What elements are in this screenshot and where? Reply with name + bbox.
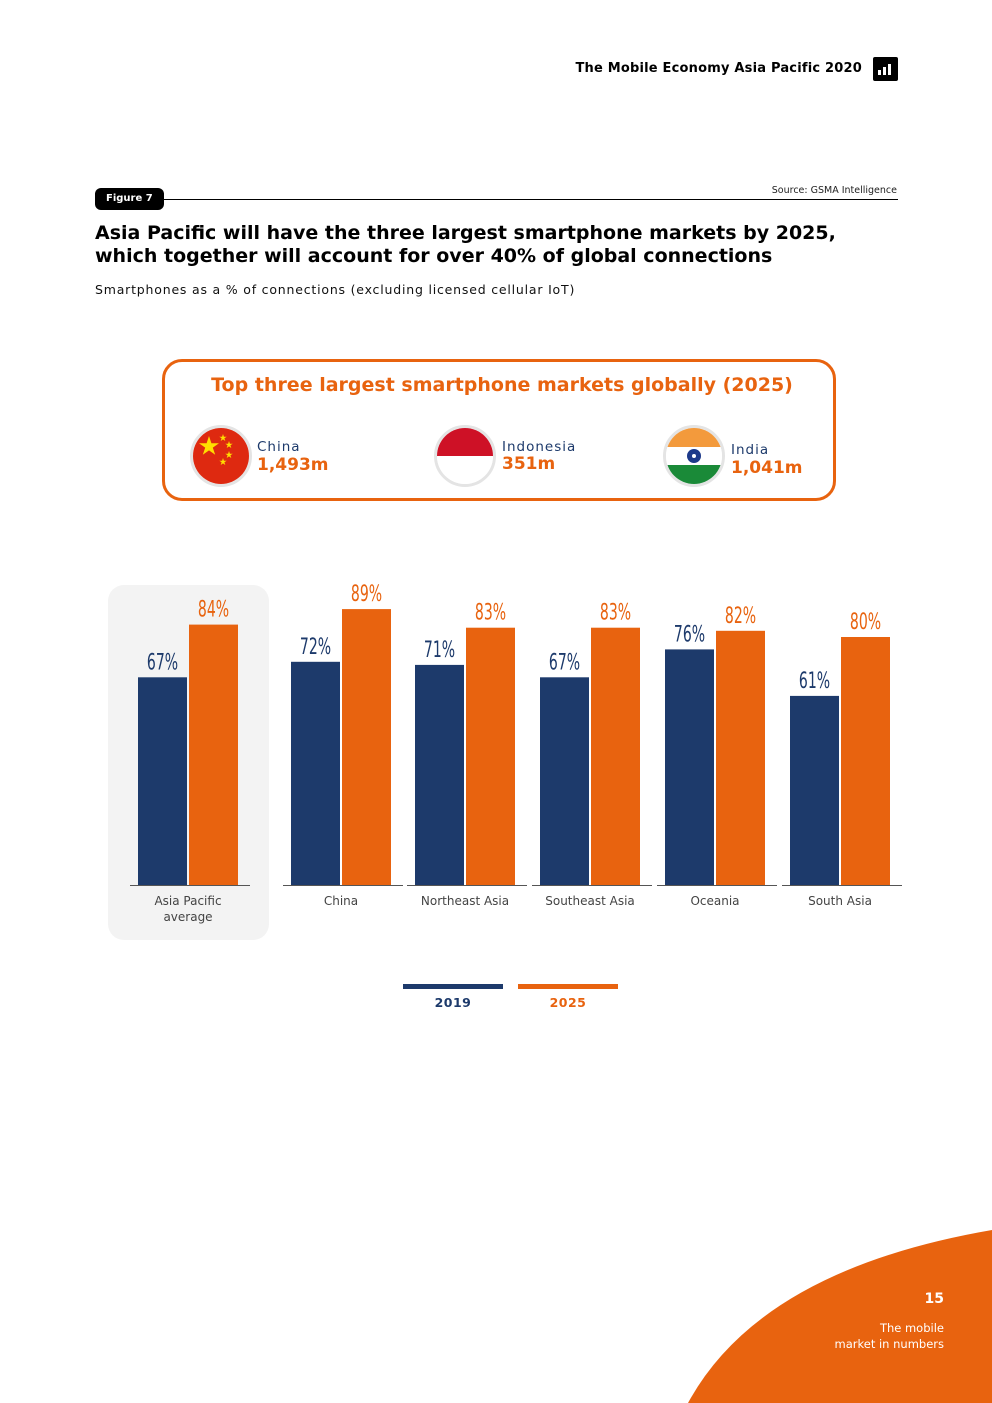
market-name-china: China	[257, 439, 301, 455]
data-label-2025-oceania: 82%	[725, 604, 756, 629]
bar-2019-southeast-asia	[540, 677, 589, 885]
top-markets-panel	[162, 359, 836, 501]
legend-label-2025: 2025	[549, 995, 587, 1010]
bar-2025-asia-pacific-average	[189, 624, 238, 885]
bar-2025-oceania	[716, 630, 765, 885]
bar-2025-china	[342, 609, 391, 885]
bar-2019-china	[291, 661, 340, 885]
china-flag-icon	[190, 425, 252, 487]
market-value-indonesia: 351m	[502, 454, 556, 474]
bar-2025-southeast-asia	[591, 627, 640, 885]
figure-title: Asia Pacific will have the three largest…	[95, 222, 836, 267]
legend-item-2025: 2025	[518, 984, 618, 1010]
data-label-2019-oceania: 76%	[674, 622, 705, 647]
top-markets-title: Top three largest smartphone markets glo…	[211, 374, 793, 396]
market-name-indonesia: Indonesia	[502, 439, 577, 455]
data-label-2019-asia-pacific-average: 67%	[147, 650, 178, 675]
category-label-oceania: Oceania	[690, 894, 739, 908]
category-label-asia-pacific-average: Asia Pacific average	[154, 894, 221, 924]
source-note: Source: GSMA Intelligence	[771, 185, 897, 196]
bar-chart-icon	[873, 57, 898, 81]
smartphone-adoption-bar-chart: 67% 84% Asia Pacific average 72% 89% China 71% 8…	[130, 582, 902, 924]
chart-legend: 2019 2025	[403, 984, 623, 1024]
data-label-2025-china: 89%	[351, 582, 382, 607]
figure-subtitle: Smartphones as a % of connections (exclu…	[95, 282, 576, 297]
legend-label-2019: 2019	[434, 995, 472, 1010]
category-label-northeast-asia: Northeast Asia	[421, 894, 509, 908]
page-number: 15	[924, 1291, 944, 1307]
category-label-china: China	[324, 894, 358, 908]
data-label-2019-china: 72%	[300, 635, 331, 660]
india-flag-icon	[663, 425, 725, 487]
bar-2019-asia-pacific-average	[138, 677, 187, 885]
legend-swatch-2019	[403, 984, 503, 989]
category-label-southeast-asia: Southeast Asia	[545, 894, 635, 908]
data-label-2025-northeast-asia: 83%	[475, 601, 506, 626]
bar-2019-oceania	[665, 649, 714, 885]
data-label-2019-southeast-asia: 67%	[549, 650, 580, 675]
asia-pacific-average-highlight	[108, 585, 269, 940]
data-label-2025-southeast-asia: 83%	[600, 601, 631, 626]
section-name: The mobile market in numbers	[834, 1321, 944, 1351]
market-value-china: 1,493m	[257, 455, 329, 475]
figure-divider	[150, 199, 898, 200]
report-title: The Mobile Economy Asia Pacific 2020	[575, 61, 862, 76]
bar-2025-south-asia	[841, 637, 890, 885]
indonesia-flag-icon	[434, 425, 496, 487]
data-label-2019-northeast-asia: 71%	[424, 638, 455, 663]
market-value-india: 1,041m	[731, 458, 803, 478]
bar-2019-south-asia	[790, 695, 839, 885]
bar-2019-northeast-asia	[415, 664, 464, 885]
data-label-2025-asia-pacific-average: 84%	[198, 598, 229, 623]
legend-swatch-2025	[518, 984, 618, 989]
legend-item-2019: 2019	[403, 984, 503, 1010]
category-label-south-asia: South Asia	[808, 894, 872, 908]
data-label-2019-south-asia: 61%	[799, 669, 830, 694]
data-label-2025-south-asia: 80%	[850, 610, 881, 635]
figure-tag: Figure 7	[95, 188, 164, 210]
market-name-india: India	[731, 442, 770, 458]
bar-2025-northeast-asia	[466, 627, 515, 885]
